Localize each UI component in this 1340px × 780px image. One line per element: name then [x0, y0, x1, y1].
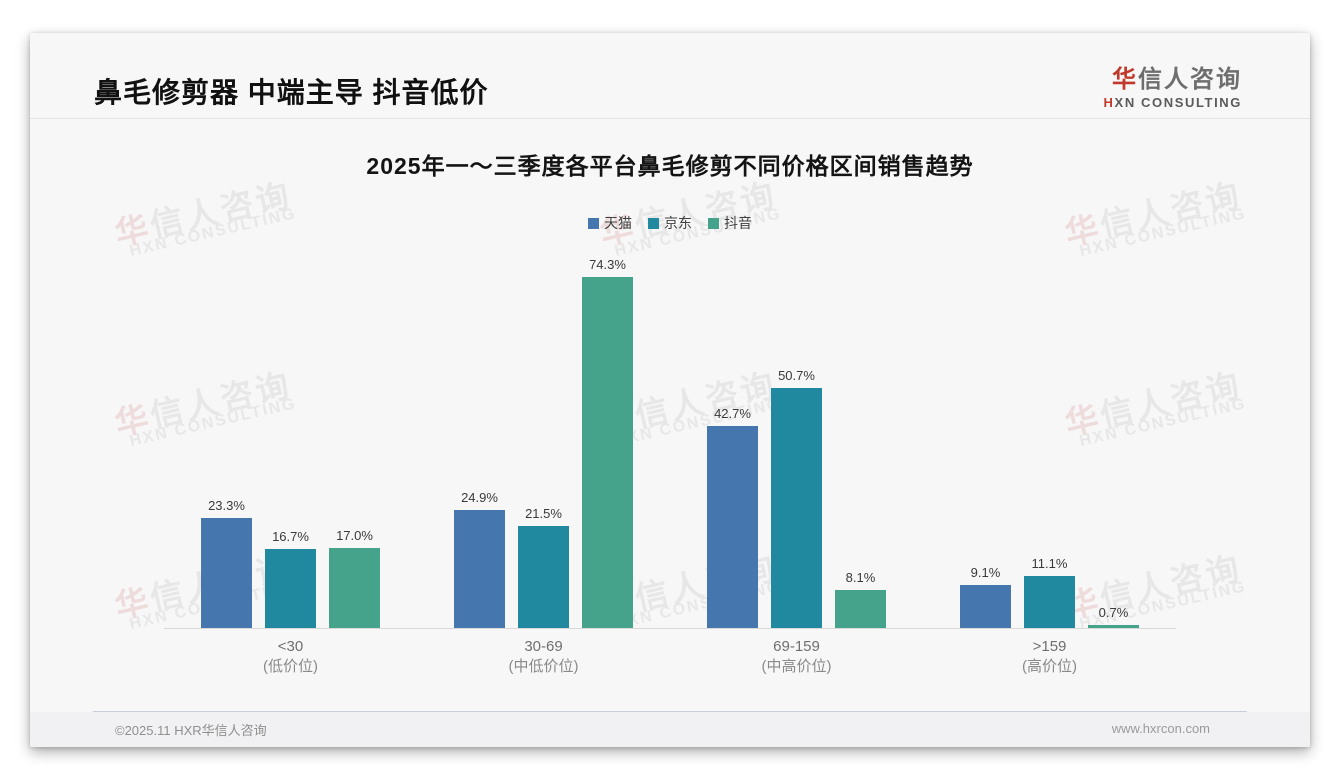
- bar-value-label: 42.7%: [714, 406, 751, 421]
- bar-value-label: 23.3%: [208, 498, 245, 513]
- category-label->159: >159 (高价位): [923, 637, 1176, 677]
- chart-legend: 天猫 京东 抖音: [30, 213, 1310, 233]
- x-axis-labels: <30 (低价位) 30-69 (中低价位) 69-159 (中高价位) >159 (高价位): [164, 637, 1176, 677]
- slide-card: 华信人咨询 HXN CONSULTING 华信人咨询 HXN CONSULTING 华信…: [30, 33, 1310, 747]
- legend-item-天猫: 天猫: [588, 213, 632, 233]
- bar-cell-抖音-<30: 17.0%: [329, 528, 380, 628]
- bar-京东-30-69: [518, 526, 569, 628]
- bar-group-<30: 23.3% 16.7% 17.0%: [164, 257, 417, 628]
- footer-website: www.hxrcon.com: [1111, 721, 1210, 736]
- chart-title: 2025年一～三季度各平台鼻毛修剪不同价格区间销售趋势: [366, 153, 974, 179]
- brand-logo-en-rest: XN CONSULTING: [1114, 95, 1242, 110]
- footer-copyright: ©2025.11 HXR华信人咨询: [115, 723, 267, 738]
- bar-group-69-159: 42.7% 50.7% 8.1%: [670, 257, 923, 628]
- bar-cell-天猫-<30: 23.3%: [201, 498, 252, 628]
- bar-value-label: 17.0%: [336, 528, 373, 543]
- bar-cell-天猫->159: 9.1%: [960, 565, 1011, 628]
- category-tier: (中高价位): [761, 658, 832, 675]
- brand-logo-en-accent: H: [1103, 95, 1115, 110]
- category-label-69-159: 69-159 (中高价位): [670, 637, 923, 677]
- brand-logo-cn-accent: 华: [1112, 66, 1138, 93]
- legend-item-抖音: 抖音: [708, 213, 752, 233]
- bar-group-30-69: 24.9% 21.5% 74.3%: [417, 257, 670, 628]
- bar-group->159: 9.1% 11.1% 0.7%: [923, 257, 1176, 628]
- bar-value-label: 11.1%: [1031, 556, 1068, 571]
- category-range: <30: [277, 638, 304, 655]
- category-range: 69-159: [773, 638, 820, 655]
- bar-抖音-<30: [329, 548, 380, 628]
- category-label-<30: <30 (低价位): [164, 637, 417, 677]
- bar-value-label: 74.3%: [589, 257, 626, 272]
- bar-cell-京东-<30: 16.7%: [265, 529, 316, 628]
- category-label-30-69: 30-69 (中低价位): [417, 637, 670, 677]
- legend-swatch-icon: [708, 217, 719, 229]
- bar-京东-69-159: [771, 388, 822, 628]
- legend-label: 抖音: [724, 215, 752, 231]
- category-range: 30-69: [524, 638, 563, 655]
- bar-chart-plot-area: 23.3% 16.7% 17.0% 24.9% 21.5% 74.3% 42.7% 50.7%…: [164, 257, 1176, 629]
- bar-value-label: 21.5%: [525, 506, 562, 521]
- bar-cell-抖音-69-159: 8.1%: [835, 570, 886, 628]
- category-tier: (高价位): [1022, 658, 1077, 675]
- bar-京东->159: [1024, 576, 1075, 628]
- category-tier: (低价位): [263, 658, 318, 675]
- legend-item-京东: 京东: [648, 213, 692, 233]
- bar-抖音->159: [1088, 625, 1139, 628]
- bar-cell-京东-30-69: 21.5%: [518, 506, 569, 628]
- bar-cell-抖音->159: 0.7%: [1088, 605, 1139, 628]
- bar-天猫-69-159: [707, 426, 758, 628]
- legend-label: 京东: [664, 215, 692, 231]
- legend-swatch-icon: [588, 217, 599, 229]
- bar-抖音-30-69: [582, 277, 633, 628]
- footer-divider: [93, 711, 1247, 712]
- bar-京东-<30: [265, 549, 316, 628]
- category-range: >159: [1032, 638, 1067, 655]
- bar-cell-天猫-30-69: 24.9%: [454, 490, 505, 628]
- category-tier: (中低价位): [508, 658, 579, 675]
- bar-value-label: 9.1%: [970, 565, 1001, 580]
- bar-cell-京东->159: 11.1%: [1024, 556, 1075, 628]
- page-title: 鼻毛修剪器 中端主导 抖音低价: [94, 77, 489, 108]
- legend-swatch-icon: [648, 217, 659, 229]
- bar-cell-抖音-30-69: 74.3%: [582, 257, 633, 628]
- bar-value-label: 8.1%: [845, 570, 876, 585]
- bar-抖音-69-159: [835, 590, 886, 628]
- footer-strip: [30, 712, 1310, 747]
- bar-value-label: 24.9%: [461, 490, 498, 505]
- bar-天猫->159: [960, 585, 1011, 628]
- bar-天猫-<30: [201, 518, 252, 628]
- bar-value-label: 50.7%: [778, 368, 815, 383]
- brand-logo: 华信人咨询 HXN CONSULTING: [1104, 59, 1242, 110]
- header-divider: [30, 118, 1310, 119]
- bar-value-label: 16.7%: [272, 529, 309, 544]
- brand-logo-cn: 华信人咨询: [1104, 59, 1242, 94]
- bar-天猫-30-69: [454, 510, 505, 628]
- bar-cell-天猫-69-159: 42.7%: [707, 406, 758, 628]
- brand-logo-en: HXN CONSULTING: [1104, 95, 1242, 110]
- legend-label: 天猫: [604, 215, 632, 231]
- bar-value-label: 0.7%: [1098, 605, 1129, 620]
- bar-cell-京东-69-159: 50.7%: [771, 368, 822, 628]
- brand-logo-cn-rest: 信人咨询: [1138, 66, 1242, 93]
